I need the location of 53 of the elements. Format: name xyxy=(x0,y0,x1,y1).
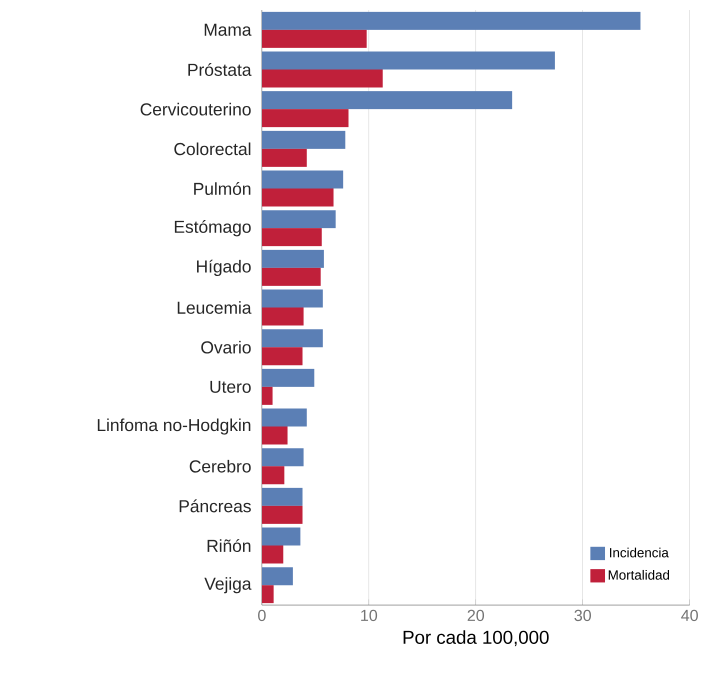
bar xyxy=(262,506,303,524)
bar xyxy=(262,488,303,506)
bar xyxy=(262,426,288,444)
bar xyxy=(262,386,273,405)
bar xyxy=(262,408,307,426)
y-tick-label: Ovario xyxy=(201,340,251,354)
x-tick-label: 20 xyxy=(468,610,484,621)
y-tick-label: Próstata xyxy=(188,62,252,76)
y-tick-label: Cervicouterino xyxy=(140,102,251,116)
bar xyxy=(262,448,304,466)
bar xyxy=(262,12,640,30)
bar xyxy=(262,148,307,167)
bar xyxy=(262,347,303,366)
y-tick-label: Estómago xyxy=(174,220,251,236)
bar xyxy=(262,545,284,564)
y-tick-label: Vejiga xyxy=(204,576,252,594)
y-tick-label: Hígado xyxy=(197,260,251,276)
y-tick-label: Cerebro xyxy=(190,460,251,472)
y-tick-label: Utero xyxy=(210,380,251,393)
x-tick-label: 30 xyxy=(574,610,591,621)
y-tick-label: Pulmón xyxy=(194,182,250,195)
y-tick-label: Mama xyxy=(204,24,252,36)
bar xyxy=(262,329,323,348)
bar xyxy=(262,268,321,286)
y-tick-label: Linfoma no-Hodgkin xyxy=(98,418,250,434)
x-tick-label: 10 xyxy=(361,610,378,621)
bar xyxy=(262,51,555,70)
bar xyxy=(262,527,300,546)
bar xyxy=(262,210,336,228)
x-tick-label: 0 xyxy=(258,610,266,621)
bar xyxy=(262,170,344,188)
x-axis-title: Por cada 100,000 xyxy=(404,630,549,646)
bar xyxy=(262,250,324,268)
bar xyxy=(262,289,323,308)
y-tick-label: Riñón xyxy=(208,538,250,552)
bar xyxy=(262,130,346,149)
bar xyxy=(262,585,274,604)
y-tick-label: Páncreas xyxy=(180,499,251,512)
bar xyxy=(262,188,334,206)
bar xyxy=(262,307,304,326)
bar xyxy=(262,466,284,484)
y-tick-label: Colorectal xyxy=(174,142,250,156)
bar xyxy=(262,109,349,127)
bar xyxy=(262,567,293,586)
bar xyxy=(262,30,367,48)
legend-label: Mortalidad xyxy=(608,570,670,580)
legend-label: Incidencia xyxy=(610,547,669,558)
x-tick-label: 40 xyxy=(681,610,698,621)
y-tick-label: Leucemia xyxy=(178,300,252,314)
bar xyxy=(262,91,512,110)
bar xyxy=(262,69,383,88)
bar xyxy=(262,228,322,246)
bar xyxy=(262,368,314,387)
